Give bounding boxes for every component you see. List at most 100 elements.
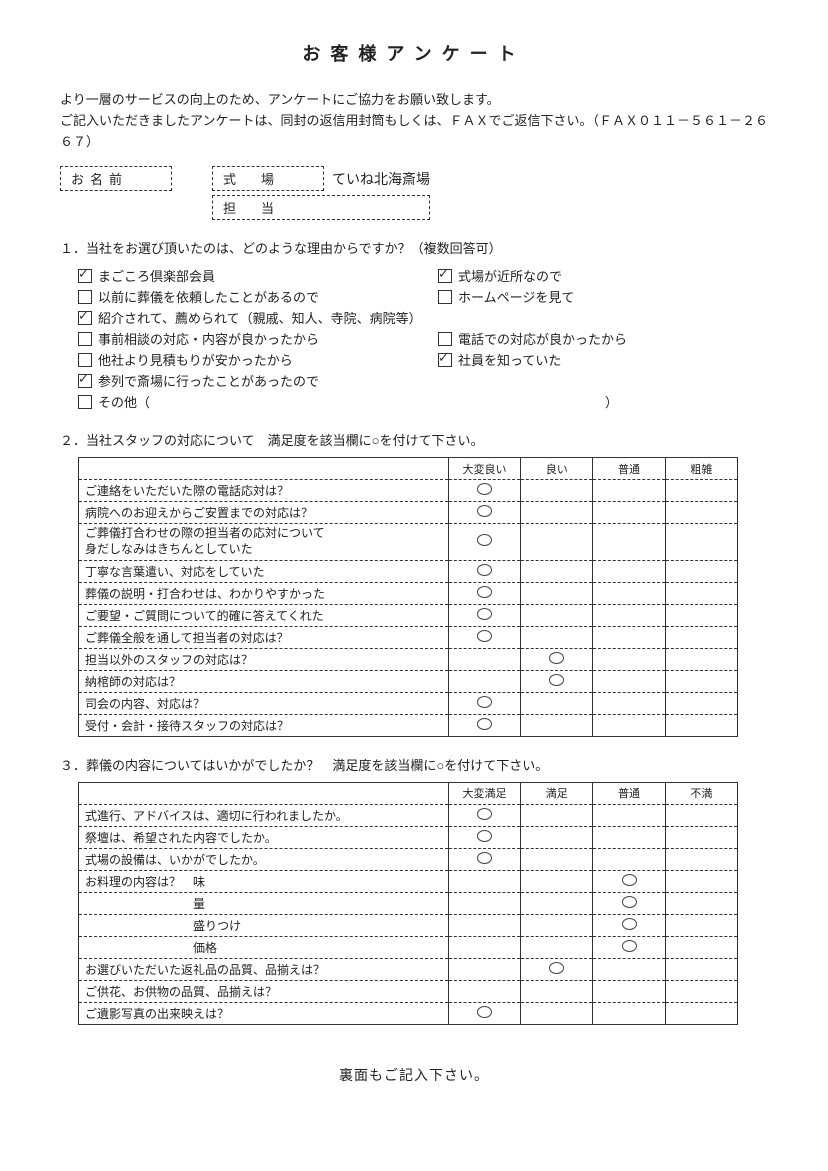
mark-cell[interactable]: [665, 670, 737, 692]
mark-cell[interactable]: [665, 892, 737, 914]
mark-cell[interactable]: [448, 714, 520, 736]
checkbox-option[interactable]: 社員を知っていた: [438, 350, 718, 369]
mark-cell[interactable]: [521, 670, 593, 692]
mark-cell[interactable]: [521, 980, 593, 1002]
mark-cell[interactable]: [521, 626, 593, 648]
mark-cell[interactable]: [665, 914, 737, 936]
mark-cell[interactable]: [665, 502, 737, 524]
mark-cell[interactable]: [665, 826, 737, 848]
checkbox-icon: [78, 311, 92, 325]
mark-cell[interactable]: [521, 826, 593, 848]
mark-cell[interactable]: [448, 480, 520, 502]
mark-cell[interactable]: [593, 958, 665, 980]
mark-cell[interactable]: [448, 524, 520, 560]
mark-cell[interactable]: [521, 958, 593, 980]
mark-cell[interactable]: [593, 714, 665, 736]
checkbox-option[interactable]: 他社より見積もりが安かったから: [78, 350, 418, 369]
mark-cell[interactable]: [448, 804, 520, 826]
mark-cell[interactable]: [448, 582, 520, 604]
mark-cell[interactable]: [593, 892, 665, 914]
mark-cell[interactable]: [593, 870, 665, 892]
mark-cell[interactable]: [593, 914, 665, 936]
mark-cell[interactable]: [448, 560, 520, 582]
mark-cell[interactable]: [521, 502, 593, 524]
mark-cell[interactable]: [665, 980, 737, 1002]
table-row: 式場の設備は、いかがでしたか。: [79, 848, 738, 870]
page-title: お客様アンケート: [60, 40, 768, 66]
mark-cell[interactable]: [665, 480, 737, 502]
mark-cell[interactable]: [521, 1002, 593, 1024]
mark-cell[interactable]: [521, 936, 593, 958]
checkbox-option[interactable]: まごころ倶楽部会員: [78, 266, 418, 285]
checkbox-option[interactable]: 式場が近所なので: [438, 266, 718, 285]
mark-cell[interactable]: [593, 560, 665, 582]
mark-cell[interactable]: [593, 1002, 665, 1024]
mark-cell[interactable]: [593, 980, 665, 1002]
mark-cell[interactable]: [593, 524, 665, 560]
mark-cell[interactable]: [665, 648, 737, 670]
mark-cell[interactable]: [593, 648, 665, 670]
mark-cell[interactable]: [593, 804, 665, 826]
mark-cell[interactable]: [448, 870, 520, 892]
mark-cell[interactable]: [448, 648, 520, 670]
mark-cell[interactable]: [448, 502, 520, 524]
mark-cell[interactable]: [521, 914, 593, 936]
mark-cell[interactable]: [521, 848, 593, 870]
checkbox-option[interactable]: 電話での対応が良かったから: [438, 329, 718, 348]
mark-cell[interactable]: [521, 648, 593, 670]
checkbox-option[interactable]: 事前相談の対応・内容が良かったから: [78, 329, 418, 348]
checkbox-other[interactable]: その他（）: [78, 392, 698, 411]
mark-cell[interactable]: [665, 804, 737, 826]
mark-cell[interactable]: [448, 626, 520, 648]
mark-cell[interactable]: [665, 958, 737, 980]
mark-cell[interactable]: [665, 714, 737, 736]
mark-cell[interactable]: [448, 936, 520, 958]
mark-cell[interactable]: [593, 582, 665, 604]
mark-cell[interactable]: [448, 980, 520, 1002]
mark-cell[interactable]: [521, 870, 593, 892]
mark-cell[interactable]: [593, 826, 665, 848]
mark-cell[interactable]: [665, 582, 737, 604]
mark-cell[interactable]: [665, 604, 737, 626]
mark-cell[interactable]: [521, 714, 593, 736]
checkbox-option[interactable]: 以前に葬儀を依頼したことがあるので: [78, 287, 418, 306]
mark-cell[interactable]: [521, 692, 593, 714]
mark-cell[interactable]: [448, 848, 520, 870]
mark-cell[interactable]: [521, 804, 593, 826]
mark-cell[interactable]: [665, 870, 737, 892]
mark-cell[interactable]: [448, 692, 520, 714]
table-row: 担当以外のスタッフの対応は？: [79, 648, 738, 670]
mark-cell[interactable]: [593, 692, 665, 714]
mark-cell[interactable]: [593, 670, 665, 692]
checkbox-option[interactable]: 紹介されて、薦められて（親戚、知人、寺院、病院等）: [78, 308, 418, 327]
mark-cell[interactable]: [448, 670, 520, 692]
mark-cell[interactable]: [665, 560, 737, 582]
mark-cell[interactable]: [593, 502, 665, 524]
mark-cell[interactable]: [448, 914, 520, 936]
mark-cell[interactable]: [448, 1002, 520, 1024]
mark-cell[interactable]: [521, 604, 593, 626]
mark-cell[interactable]: [665, 848, 737, 870]
mark-cell[interactable]: [665, 936, 737, 958]
mark-cell[interactable]: [665, 692, 737, 714]
mark-cell[interactable]: [448, 958, 520, 980]
mark-cell[interactable]: [665, 626, 737, 648]
mark-cell[interactable]: [521, 524, 593, 560]
mark-cell[interactable]: [448, 604, 520, 626]
mark-cell[interactable]: [593, 604, 665, 626]
mark-cell[interactable]: [593, 480, 665, 502]
mark-cell[interactable]: [665, 1002, 737, 1024]
mark-cell[interactable]: [448, 892, 520, 914]
mark-cell[interactable]: [521, 560, 593, 582]
checkbox-option[interactable]: 参列で斎場に行ったことがあったので: [78, 371, 418, 390]
mark-cell[interactable]: [593, 848, 665, 870]
mark-cell[interactable]: [593, 936, 665, 958]
mark-cell[interactable]: [521, 480, 593, 502]
mark-cell[interactable]: [593, 626, 665, 648]
mark-cell[interactable]: [665, 524, 737, 560]
checkbox-option[interactable]: ホームページを見て: [438, 287, 718, 306]
mark-cell[interactable]: [521, 582, 593, 604]
mark-cell[interactable]: [521, 892, 593, 914]
checkbox-icon: [78, 290, 92, 304]
mark-cell[interactable]: [448, 826, 520, 848]
